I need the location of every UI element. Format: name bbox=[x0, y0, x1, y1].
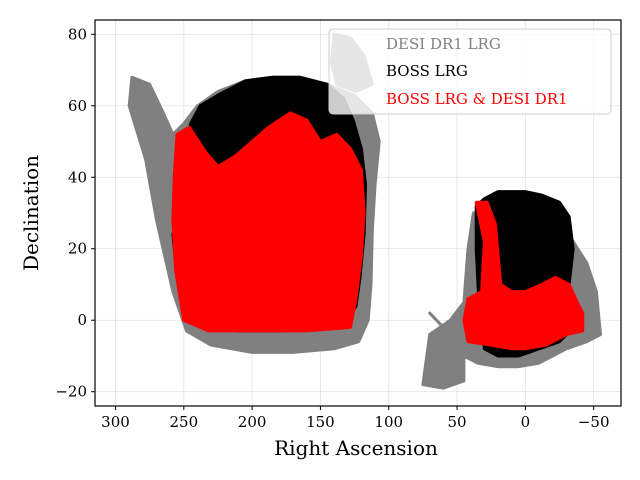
legend: DESI DR1 LRG BOSS LRG BOSS LRG & DESI DR… bbox=[328, 28, 612, 115]
legend-frame bbox=[328, 28, 612, 115]
series-2-region-ngc-ring bbox=[171, 111, 366, 333]
x-tick-label: 0 bbox=[521, 413, 531, 431]
legend-entry-boss: BOSS LRG bbox=[386, 62, 468, 80]
ticks: 300 250 200 150 100 50 0 −50 −20 0 20 40 60 80 bbox=[55, 25, 609, 431]
x-axis-label: Right Ascension bbox=[274, 436, 438, 460]
x-tick-label: 50 bbox=[448, 413, 467, 431]
x-tick-label: 250 bbox=[169, 413, 198, 431]
y-tick-label: 20 bbox=[68, 240, 87, 258]
x-tick-label: 150 bbox=[306, 413, 335, 431]
series-2 bbox=[171, 111, 585, 351]
y-tick-label: 0 bbox=[77, 311, 87, 329]
y-tick-label: 80 bbox=[68, 25, 87, 43]
x-tick-label: 200 bbox=[238, 413, 267, 431]
y-tick-label: 40 bbox=[68, 168, 87, 186]
legend-entry-overlap: BOSS LRG & DESI DR1 bbox=[386, 90, 568, 108]
legend-entry-desi: DESI DR1 LRG bbox=[386, 35, 501, 53]
y-tick-label: −20 bbox=[55, 383, 87, 401]
x-tick-label: 300 bbox=[101, 413, 130, 431]
y-tick-label: 60 bbox=[68, 97, 87, 115]
x-tick-label: −50 bbox=[578, 413, 610, 431]
data-layer bbox=[127, 32, 602, 390]
plot-frame bbox=[94, 19, 622, 407]
x-tick-label: 100 bbox=[374, 413, 403, 431]
y-axis-label: Declination bbox=[19, 155, 43, 271]
series-2-region-sgc-block bbox=[462, 200, 585, 351]
